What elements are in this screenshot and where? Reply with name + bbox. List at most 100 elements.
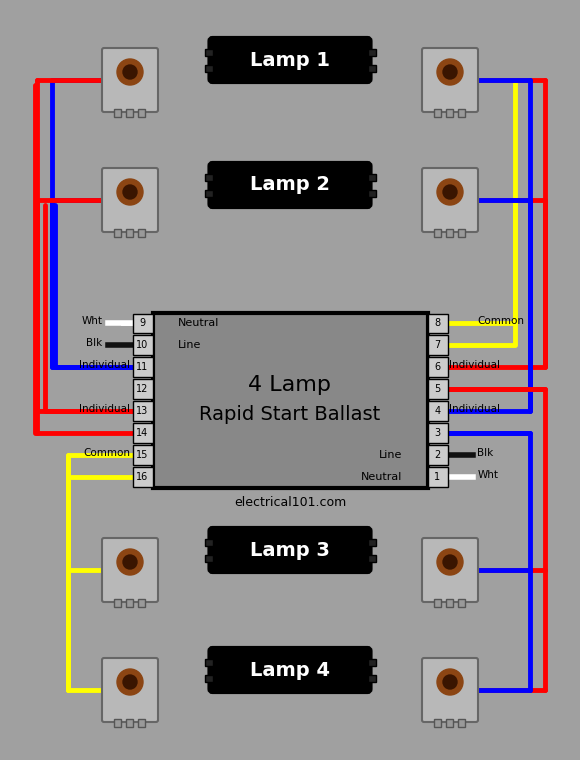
Text: 15: 15 — [136, 450, 148, 460]
Text: 11: 11 — [136, 363, 148, 372]
Bar — [427, 335, 448, 355]
Bar — [126, 599, 133, 607]
FancyBboxPatch shape — [209, 163, 371, 207]
Text: Blk: Blk — [477, 448, 494, 458]
Circle shape — [123, 185, 137, 199]
Bar — [132, 445, 153, 464]
Bar — [138, 109, 145, 117]
Bar — [114, 599, 121, 607]
Bar — [427, 423, 448, 443]
FancyBboxPatch shape — [422, 538, 478, 602]
Bar — [132, 357, 153, 377]
Text: Individual: Individual — [79, 360, 130, 370]
Bar — [205, 539, 212, 546]
Circle shape — [123, 65, 137, 79]
Circle shape — [437, 549, 463, 575]
FancyBboxPatch shape — [422, 658, 478, 722]
Bar — [458, 109, 465, 117]
Text: electrical101.com: electrical101.com — [234, 496, 346, 509]
Bar — [132, 467, 153, 486]
Circle shape — [443, 555, 457, 569]
Bar — [368, 675, 375, 682]
FancyBboxPatch shape — [102, 658, 158, 722]
Text: 10: 10 — [136, 340, 148, 350]
Bar — [114, 229, 121, 237]
Text: Neutral: Neutral — [177, 318, 219, 328]
Bar — [434, 599, 441, 607]
Circle shape — [437, 179, 463, 205]
Bar — [446, 229, 453, 237]
Circle shape — [443, 65, 457, 79]
Bar — [427, 379, 448, 399]
FancyBboxPatch shape — [209, 648, 371, 692]
Text: 5: 5 — [434, 384, 441, 394]
Bar — [446, 109, 453, 117]
Circle shape — [123, 675, 137, 689]
Bar — [434, 109, 441, 117]
Bar — [368, 49, 375, 56]
Bar — [114, 109, 121, 117]
Circle shape — [437, 669, 463, 695]
Text: 13: 13 — [136, 406, 148, 416]
Circle shape — [437, 59, 463, 85]
Circle shape — [117, 59, 143, 85]
Bar — [205, 190, 212, 197]
Text: Individual: Individual — [450, 360, 501, 370]
Bar — [368, 539, 375, 546]
Text: Wht: Wht — [477, 470, 498, 480]
Bar — [434, 719, 441, 727]
Text: Common: Common — [477, 316, 524, 327]
Text: 4 Lamp: 4 Lamp — [248, 375, 332, 395]
Bar — [114, 719, 121, 727]
Bar — [368, 190, 375, 197]
FancyBboxPatch shape — [209, 528, 371, 572]
Bar — [434, 229, 441, 237]
FancyBboxPatch shape — [102, 538, 158, 602]
Circle shape — [123, 555, 137, 569]
Bar — [205, 555, 212, 562]
Bar — [132, 313, 153, 334]
Text: 7: 7 — [434, 340, 441, 350]
Circle shape — [117, 669, 143, 695]
Bar — [446, 599, 453, 607]
Text: Rapid Start Ballast: Rapid Start Ballast — [200, 406, 380, 425]
Bar — [427, 313, 448, 334]
Bar — [205, 659, 212, 666]
Bar — [205, 675, 212, 682]
Bar — [458, 599, 465, 607]
Text: Lamp 1: Lamp 1 — [250, 50, 330, 69]
Text: Neutral: Neutral — [361, 471, 403, 482]
Text: Common: Common — [84, 448, 130, 458]
Bar — [205, 174, 212, 181]
Bar — [126, 109, 133, 117]
FancyBboxPatch shape — [153, 312, 427, 487]
FancyBboxPatch shape — [422, 168, 478, 232]
Text: 4: 4 — [434, 406, 441, 416]
Bar — [427, 445, 448, 464]
Text: 2: 2 — [434, 450, 441, 460]
Bar — [132, 335, 153, 355]
Text: Lamp 3: Lamp 3 — [250, 540, 330, 559]
Bar — [132, 401, 153, 421]
Text: 6: 6 — [434, 363, 441, 372]
Bar — [205, 49, 212, 56]
Text: 1: 1 — [434, 471, 441, 482]
Circle shape — [443, 185, 457, 199]
FancyBboxPatch shape — [102, 48, 158, 112]
Text: Line: Line — [379, 450, 403, 460]
Text: 14: 14 — [136, 428, 148, 438]
Text: Individual: Individual — [79, 404, 130, 414]
Bar — [205, 65, 212, 72]
Bar — [368, 174, 375, 181]
Text: Lamp 2: Lamp 2 — [250, 176, 330, 195]
Bar — [132, 423, 153, 443]
Circle shape — [443, 675, 457, 689]
FancyBboxPatch shape — [422, 48, 478, 112]
Text: Blk: Blk — [86, 338, 103, 348]
Bar — [126, 229, 133, 237]
Text: 8: 8 — [434, 318, 441, 328]
Text: 12: 12 — [136, 384, 148, 394]
Bar — [427, 467, 448, 486]
FancyBboxPatch shape — [102, 168, 158, 232]
Bar — [126, 719, 133, 727]
